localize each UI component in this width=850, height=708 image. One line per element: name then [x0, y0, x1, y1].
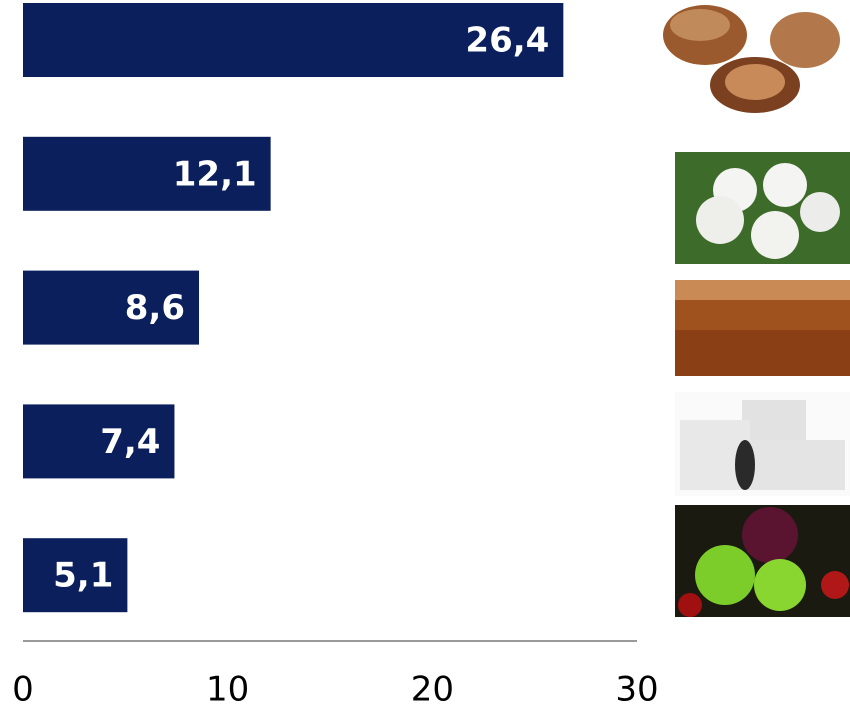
picture-cotton — [675, 152, 850, 264]
value-label: 7,4 — [100, 422, 160, 462]
picture-tobacco — [675, 280, 850, 376]
x-tick-label: 10 — [206, 670, 249, 708]
x-tick-label: 30 — [615, 670, 658, 708]
x-tick-label: 0 — [12, 670, 34, 708]
bar — [23, 404, 175, 479]
picture-hazelnuts — [660, 0, 850, 120]
picture-yarn — [675, 392, 850, 496]
bar — [23, 270, 200, 345]
bar — [23, 136, 271, 211]
bar — [23, 3, 564, 77]
picture-fruit — [675, 505, 850, 617]
value-label: 5,1 — [53, 556, 113, 596]
value-label: 12,1 — [173, 154, 257, 194]
x-tick-label: 20 — [411, 670, 454, 708]
value-label: 8,6 — [125, 288, 185, 328]
value-label: 26,4 — [465, 21, 549, 61]
bar — [23, 538, 128, 613]
